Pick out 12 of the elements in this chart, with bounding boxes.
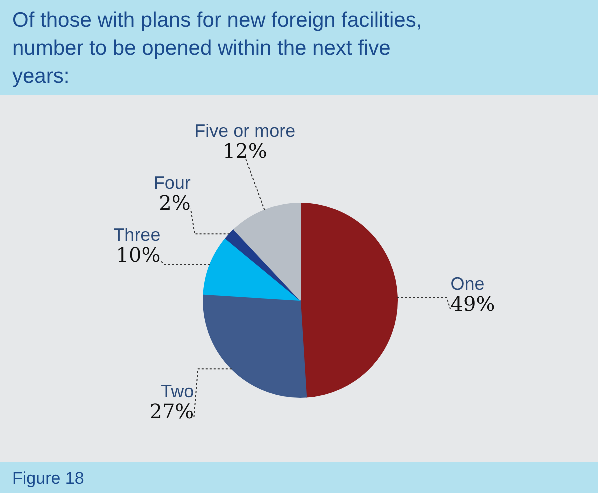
slice-label: Five or more: [194, 120, 296, 141]
data-label: 27%: [150, 399, 194, 424]
data-label: 12%: [222, 138, 268, 163]
chart-title: Of those with plans for new foreign facilities, number to be opened within the next five years:: [12, 9, 422, 88]
caption: Figure 18: [12, 469, 84, 488]
data-label: 2%: [159, 190, 191, 215]
data-label: 10%: [116, 242, 161, 267]
slice-label: One: [450, 274, 485, 294]
slice-label: Four: [154, 172, 191, 193]
data-label: 49%: [450, 292, 496, 316]
slice-label: Two: [161, 381, 194, 402]
slice-label: Three: [114, 224, 161, 245]
